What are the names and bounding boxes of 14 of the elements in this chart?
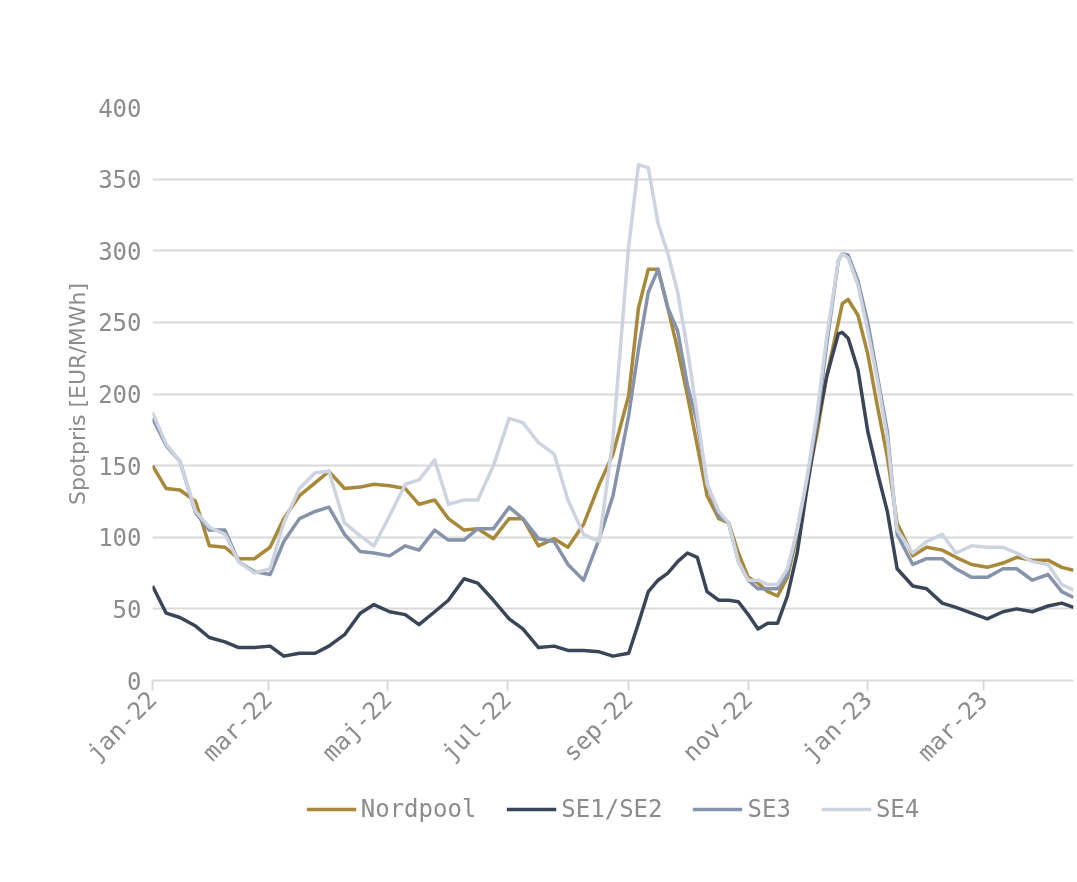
y-tick-label: 50 <box>112 595 142 624</box>
legend-label: Nordpool <box>360 795 477 823</box>
legend-label: SE1/SE2 <box>561 795 663 823</box>
line-series <box>152 330 1074 658</box>
y-tick-label: 300 <box>98 237 142 266</box>
y-tick-label: 350 <box>98 166 142 195</box>
legend-label: SE4 <box>875 795 920 823</box>
y-tick-label: 150 <box>98 452 142 481</box>
legend-label: SE3 <box>747 795 791 823</box>
y-tick-label: 100 <box>98 524 142 553</box>
y-tick-label: 250 <box>98 309 142 338</box>
y-tick-label: 400 <box>98 94 142 123</box>
y-tick-label: 200 <box>98 381 142 409</box>
y-axis-title: Spotpris [EUR/MWh] <box>65 282 91 506</box>
